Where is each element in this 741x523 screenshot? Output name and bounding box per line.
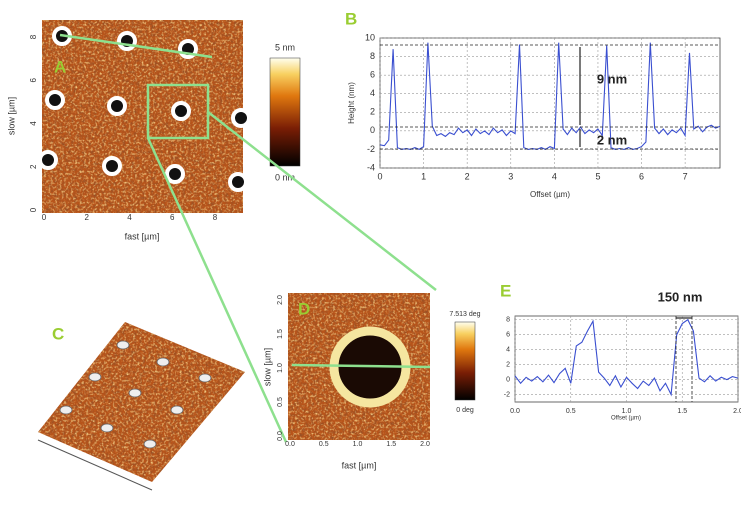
y-axis-label: slow [µm]: [262, 348, 272, 386]
colorbar-min: 0 deg: [456, 407, 474, 414]
afm-texture: [42, 20, 243, 213]
y-tick-label: 2: [370, 107, 375, 117]
y-tick-label: 2: [29, 164, 38, 169]
y-tick-label: 0: [29, 207, 38, 212]
x-tick-label: 1.0: [622, 408, 632, 415]
panel-label: A: [54, 57, 66, 76]
afm-texture: [38, 322, 245, 482]
x-tick-label: 7: [683, 171, 688, 181]
panel-d: D fast [µm] slow [µm] 7.513 deg 0 deg: [262, 293, 481, 470]
y-tick-label: 10: [365, 32, 375, 42]
y-tick-label: 4: [29, 121, 38, 126]
x-tick-label: 1.5: [677, 408, 687, 415]
panel-c: C: [37, 322, 245, 491]
x-tick-label: 2: [85, 213, 90, 222]
x-tick-label: 8: [213, 213, 218, 222]
panel-label: E: [500, 281, 511, 300]
x-tick-label: 2.0: [733, 408, 741, 415]
x-tick-label: 0.0: [510, 408, 520, 415]
holes-3d: [59, 340, 212, 449]
x-tick-label: 0.5: [319, 441, 329, 448]
x-tick-label: 1.5: [386, 441, 396, 448]
x-tick-label: 0: [377, 171, 382, 181]
profile-line: [59, 33, 213, 59]
colorbar-max: 5 nm: [275, 42, 295, 52]
zoom-box: [146, 83, 210, 140]
profile-line: [291, 363, 431, 369]
y-tick-label: 8: [370, 51, 375, 61]
x-tick-label: 1.0: [353, 441, 363, 448]
x-tick-label: 6: [170, 213, 175, 222]
y-tick-label: 1.0: [277, 363, 284, 373]
panel-a: A fast [µm] slow [µm] 5 nm 0 nm: [6, 20, 301, 241]
panel-label: B: [345, 9, 357, 28]
y-tick-label: 4: [506, 346, 510, 353]
y-tick-label: 6: [506, 332, 510, 339]
colorbar-min: 0 nm: [275, 172, 295, 182]
x-tick-label: 4: [127, 213, 132, 222]
x-tick-label: 2: [465, 171, 470, 181]
x-tick-label: 1: [421, 171, 426, 181]
y-tick-label: -4: [367, 162, 375, 172]
x-tick-label: 0.0: [285, 441, 295, 448]
annotation: 150 nm: [658, 289, 703, 304]
y-tick-label: -2: [504, 391, 510, 398]
annotation: 9 nm: [597, 71, 627, 86]
axis-3d: [37, 439, 153, 491]
x-axis-label: Offset (µm): [530, 190, 570, 199]
annotation: 2 nm: [597, 132, 627, 147]
colorbar: [269, 57, 301, 167]
colorbar: [454, 321, 476, 401]
x-axis-label: fast [µm]: [125, 231, 160, 241]
y-tick-label: 6: [370, 70, 375, 80]
x-tick-label: 0.5: [566, 408, 576, 415]
zoom-connector: [146, 137, 288, 443]
y-tick-label: 1.5: [277, 329, 284, 339]
profile-line: [514, 318, 739, 397]
y-tick-label: 8: [29, 34, 38, 39]
y-tick-label: 8: [506, 317, 510, 324]
panel-label: C: [52, 324, 64, 343]
x-tick-label: 4: [552, 171, 557, 181]
y-axis-label: Height (nm): [347, 82, 356, 124]
x-tick-label: 6: [639, 171, 644, 181]
y-tick-label: 0.5: [277, 397, 284, 407]
y-tick-label: 2.0: [277, 295, 284, 305]
x-tick-label: 5: [595, 171, 600, 181]
y-tick-label: -2: [367, 144, 375, 154]
colorbar-max: 7.513 deg: [449, 311, 480, 318]
y-tick-label: 6: [29, 77, 38, 82]
y-tick-label: 4: [370, 88, 375, 98]
y-axis-label: slow [µm]: [6, 97, 16, 135]
x-tick-label: 0: [42, 213, 47, 222]
zoom-connector: [207, 111, 437, 291]
y-tick-label: 0: [370, 125, 375, 135]
y-tick-label: 2: [506, 361, 510, 368]
y-tick-label: 0: [506, 376, 510, 383]
x-axis-label: fast [µm]: [342, 460, 377, 470]
x-axis-label: Offset (µm): [611, 416, 641, 422]
x-tick-label: 2.0: [420, 441, 430, 448]
y-tick-label: 0.0: [277, 431, 284, 441]
panel-label: D: [298, 299, 310, 318]
profile-line: [379, 42, 721, 151]
x-tick-label: 3: [508, 171, 513, 181]
